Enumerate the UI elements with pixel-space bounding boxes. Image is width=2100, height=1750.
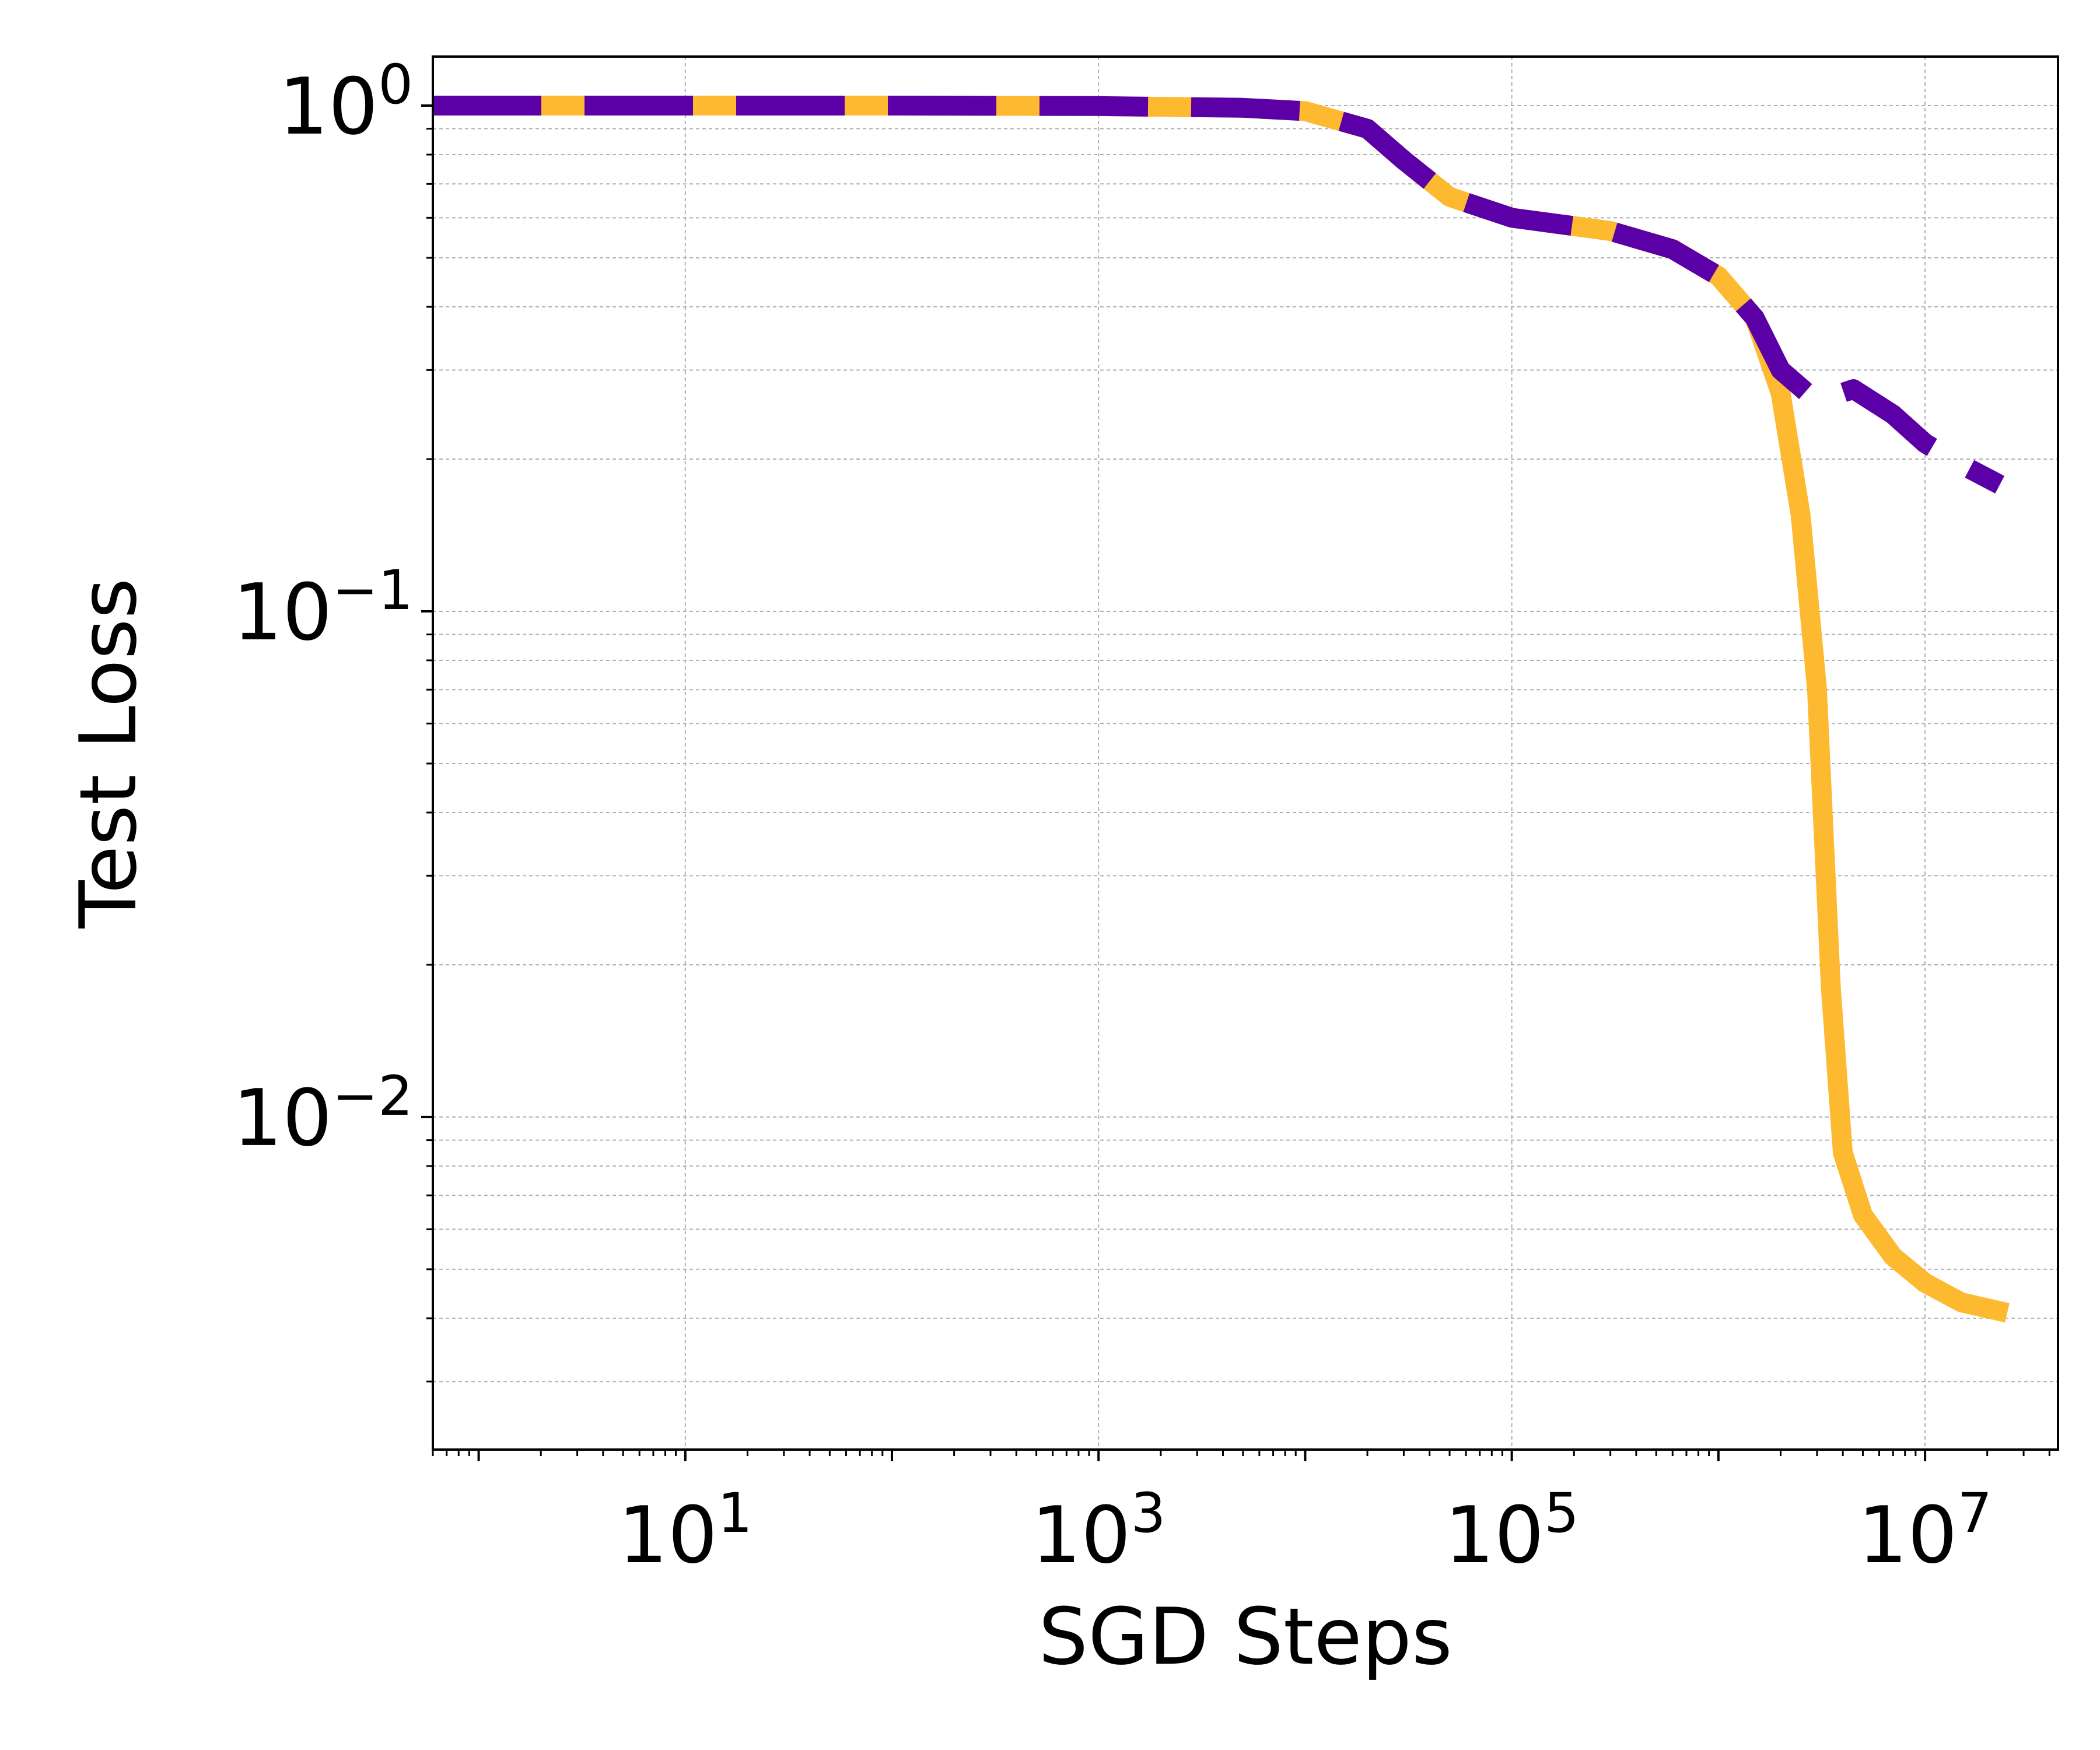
x-tick-label: 107 bbox=[1858, 1482, 1992, 1581]
x-axis-label: SGD Steps bbox=[1038, 1591, 1452, 1682]
ticks: 101 103 105 107 100 10−1 10−2 bbox=[233, 53, 2050, 1581]
plot-frame bbox=[432, 55, 2059, 1451]
y-tick-label: 100 bbox=[279, 53, 413, 152]
y-axis-label: Test Loss bbox=[63, 578, 154, 929]
x-tick-label: 101 bbox=[618, 1482, 752, 1581]
grid bbox=[433, 57, 2058, 1450]
y-tick-label: 10−1 bbox=[233, 559, 413, 658]
series-layer bbox=[433, 96, 2010, 1323]
x-tick-label: 105 bbox=[1444, 1482, 1578, 1581]
series-line-2 bbox=[433, 96, 2005, 494]
x-tick-label: 103 bbox=[1031, 1482, 1166, 1581]
y-tick-label: 10−2 bbox=[233, 1065, 413, 1164]
